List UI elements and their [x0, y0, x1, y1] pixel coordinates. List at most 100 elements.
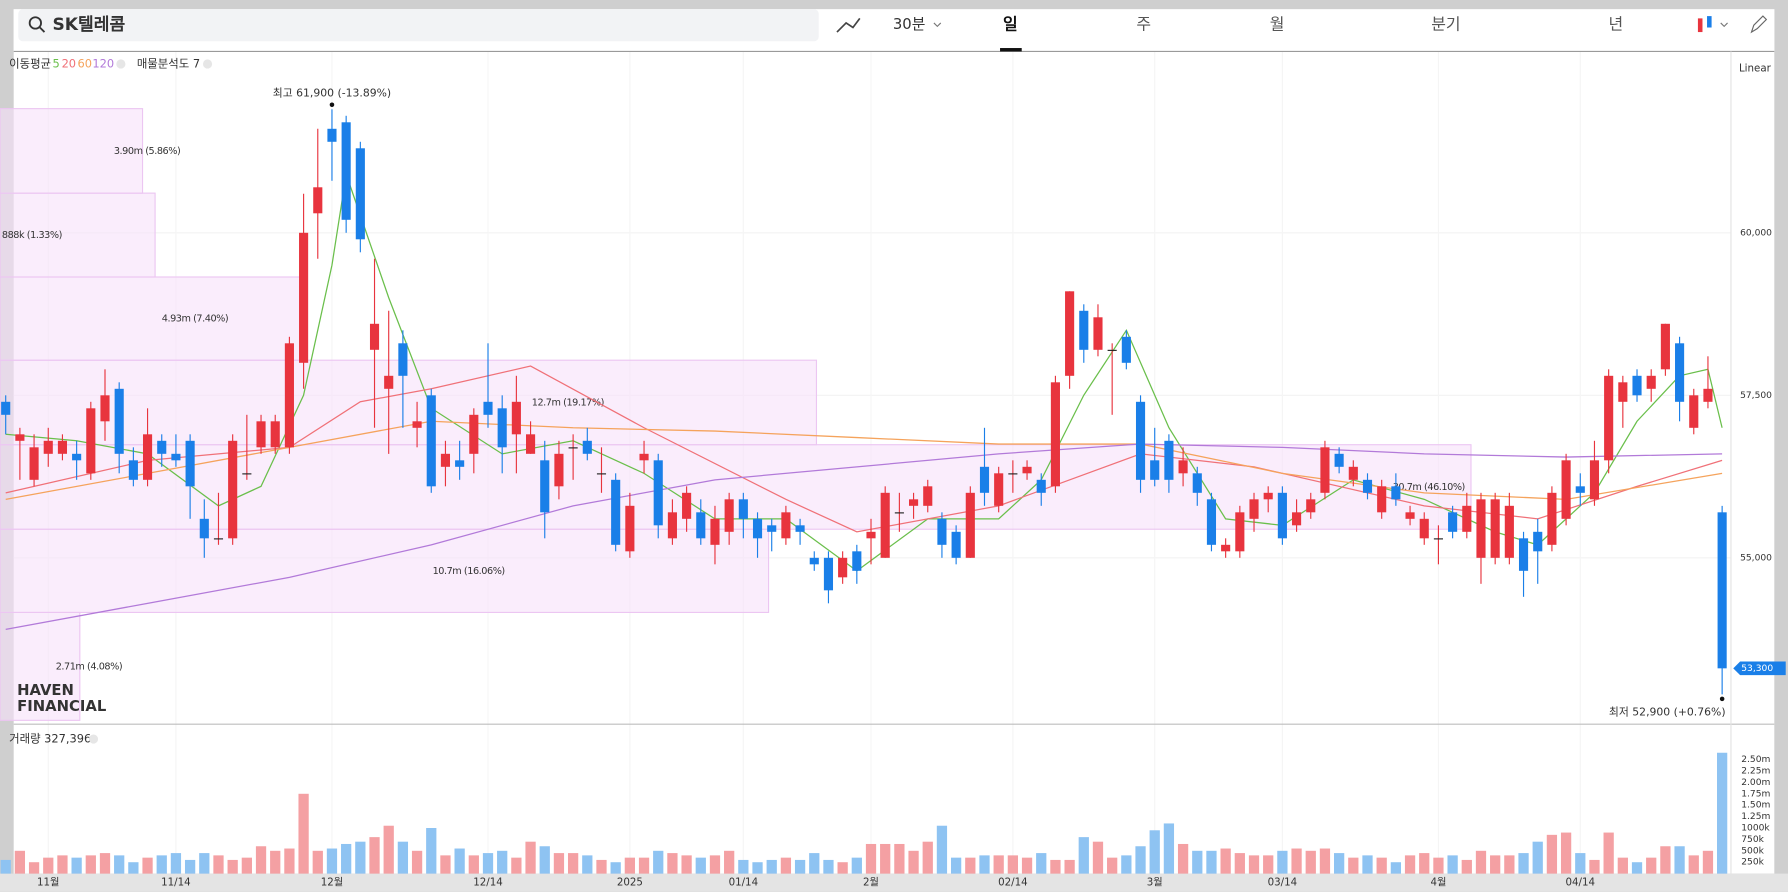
- volume-bar: [1660, 846, 1671, 874]
- tab[interactable]: 년: [1608, 15, 1623, 34]
- candle-body: [781, 512, 791, 539]
- indicator-icon[interactable]: [836, 17, 861, 33]
- volume-bar: [1646, 857, 1657, 874]
- candles: [1, 109, 1727, 695]
- candle-body: [1391, 486, 1401, 500]
- candle-body: [639, 453, 649, 461]
- volume-bar: [724, 850, 735, 874]
- volume-bar: [922, 841, 933, 874]
- candle-body: [1675, 343, 1685, 402]
- ma-legend[interactable]: 60: [78, 56, 93, 70]
- ma-legend[interactable]: 20: [62, 56, 77, 70]
- volume-bar: [1617, 857, 1628, 874]
- candle-body: [455, 460, 465, 467]
- candle-body: [1221, 544, 1231, 552]
- volume-bar: [936, 825, 948, 874]
- volume-bar: [497, 850, 508, 874]
- volume-bar: [1064, 859, 1075, 874]
- candle-body: [1093, 317, 1103, 350]
- volume-bar: [71, 857, 82, 874]
- candle-body: [341, 122, 351, 220]
- candle-body: [228, 440, 238, 539]
- candle-body: [114, 388, 124, 454]
- volume-bar: [809, 853, 820, 874]
- tab[interactable]: 분기: [1431, 15, 1460, 34]
- volume-bar: [57, 855, 68, 874]
- volume-bar: [99, 853, 111, 874]
- candle-body: [1717, 512, 1727, 669]
- candle-body: [1703, 388, 1713, 402]
- tab[interactable]: 주: [1136, 15, 1151, 34]
- volume-bar: [411, 850, 423, 874]
- candle-body: [1348, 466, 1358, 480]
- volume-bar: [1603, 832, 1614, 874]
- volume-tick-label: 1000k: [1741, 824, 1770, 834]
- volume-bar: [1050, 859, 1061, 874]
- candle-body: [1150, 460, 1160, 480]
- watermark: FINANCIAL: [17, 698, 107, 715]
- volume-tick-label: 1.75m: [1741, 789, 1770, 799]
- candle-body: [327, 128, 337, 142]
- candle-body: [795, 525, 805, 532]
- candle-body: [1575, 486, 1585, 493]
- volume-bar: [539, 846, 550, 874]
- chevron: [933, 22, 942, 28]
- candle-body: [596, 473, 607, 475]
- volume-bar: [908, 850, 919, 874]
- volume-bar: [312, 850, 323, 874]
- x-tick-label: 4월: [1430, 877, 1446, 889]
- volume-bar: [1036, 853, 1047, 874]
- volume-bar: [865, 843, 877, 874]
- candle-body: [979, 466, 990, 493]
- volume-bar: [255, 846, 267, 874]
- candle-body: [440, 453, 451, 467]
- candle-body: [724, 499, 734, 532]
- volume-bar: [1674, 846, 1685, 874]
- volume-tick-label: 250k: [1741, 858, 1764, 868]
- candle-body: [1235, 512, 1245, 552]
- search-text[interactable]: SK텔레콤: [52, 15, 125, 35]
- tab[interactable]: 월: [1270, 15, 1285, 34]
- ma-label[interactable]: 이동평균: [9, 56, 51, 70]
- close-button[interactable]: [116, 59, 126, 69]
- candle-body: [511, 401, 521, 435]
- volume-bar: [128, 862, 139, 874]
- close-button[interactable]: [88, 734, 99, 744]
- interval[interactable]: 30분: [893, 16, 925, 33]
- x-tick-label: 2025: [617, 877, 643, 889]
- candle-body: [1079, 310, 1089, 350]
- draw-icon[interactable]: [1750, 15, 1768, 34]
- chart-type-icon[interactable]: [1707, 16, 1712, 28]
- search-box[interactable]: [18, 9, 819, 42]
- candle-body: [682, 492, 692, 519]
- profile-label: 12.7m (19.17%): [532, 397, 604, 408]
- volume-bar: [567, 853, 579, 874]
- volume-bar: [525, 841, 536, 874]
- close-button[interactable]: [202, 59, 213, 69]
- volume-bar: [1447, 855, 1458, 874]
- profile-label[interactable]: 매물분석도 7: [137, 56, 200, 70]
- x-tick-label: 3월: [1147, 877, 1163, 889]
- volume-bar: [1319, 848, 1331, 874]
- volume-bar: [1007, 855, 1018, 874]
- candle-body: [43, 440, 53, 454]
- volume-bar: [880, 843, 891, 874]
- scale-mode[interactable]: Linear: [1739, 63, 1772, 75]
- ma-legend[interactable]: 5: [52, 56, 59, 70]
- volume-bar: [553, 853, 565, 874]
- profile-label: 10.7m (16.06%): [433, 566, 505, 577]
- candle-body: [369, 323, 380, 350]
- chart-type-icon[interactable]: [1697, 18, 1703, 33]
- volume-bar: [270, 850, 281, 874]
- volume-bar: [1291, 848, 1302, 874]
- tab[interactable]: 일: [1003, 15, 1018, 34]
- tab-underline: [1000, 48, 1022, 52]
- candle-body: [1121, 336, 1131, 363]
- volume-bar: [284, 848, 295, 874]
- volume-bar: [695, 857, 706, 874]
- candle-body: [1320, 447, 1330, 493]
- volume-bar: [397, 841, 409, 874]
- volume-bar: [766, 859, 777, 874]
- candle-body: [909, 499, 919, 506]
- ma-legend[interactable]: 120: [92, 56, 114, 70]
